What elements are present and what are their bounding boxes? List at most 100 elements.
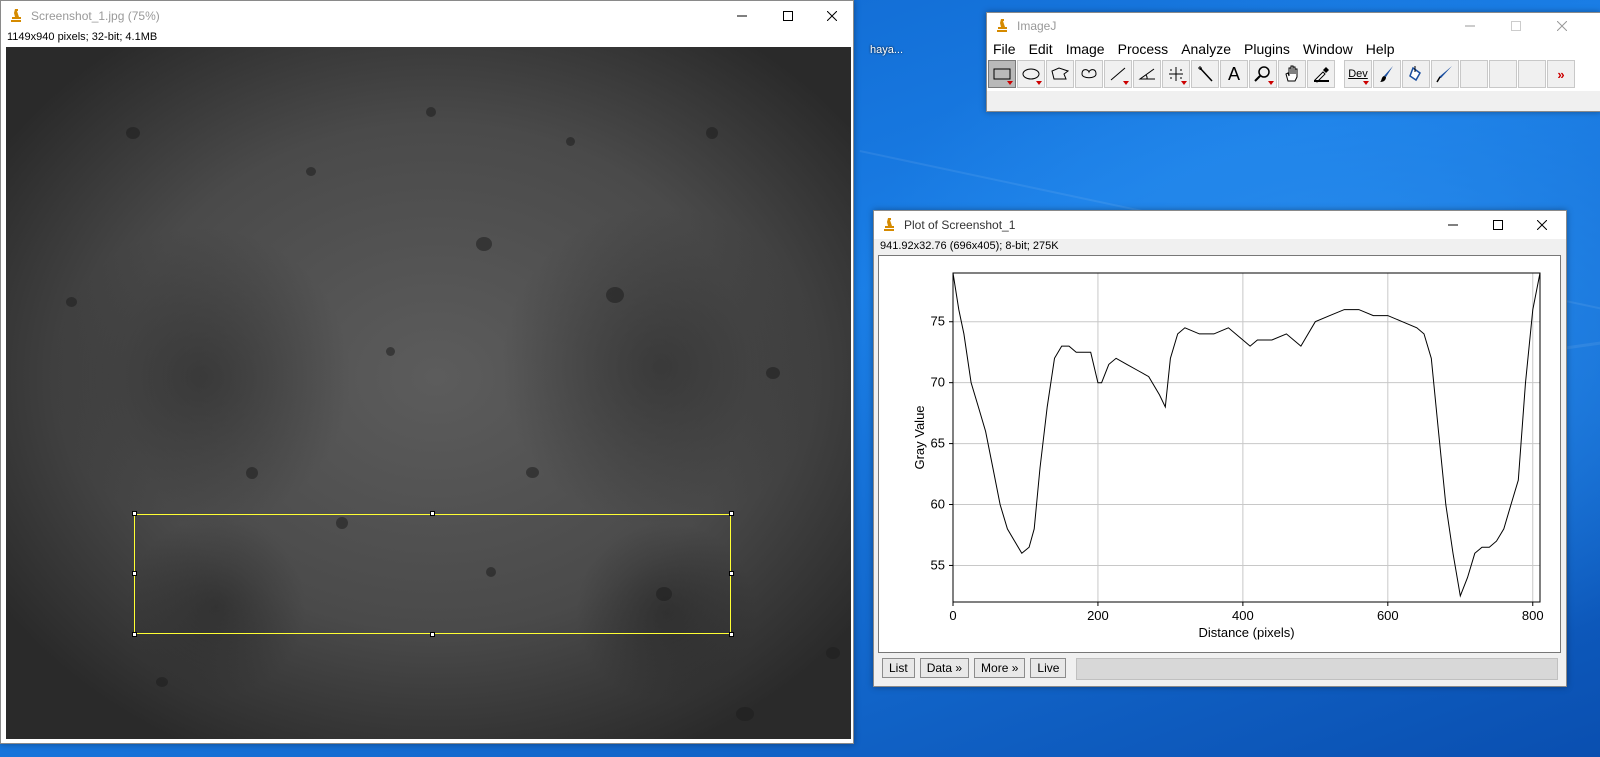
x-tick-label: 800 (1522, 608, 1544, 623)
imagej-microscope-icon (995, 18, 1009, 34)
polygon-tool-icon (1051, 67, 1069, 80)
close-icon (1557, 21, 1567, 31)
rectangle-tool-icon (993, 68, 1011, 80)
color-picker-tool-button[interactable] (1307, 60, 1335, 88)
menu-image[interactable]: Image (1065, 41, 1105, 57)
point-tool-button[interactable] (1162, 60, 1190, 88)
live-button[interactable]: Live (1030, 658, 1067, 678)
angle-tool-icon (1138, 68, 1155, 80)
y-tick-label: 55 (931, 557, 945, 572)
data-button[interactable]: Data » (919, 658, 970, 678)
menu-file[interactable]: File (993, 41, 1016, 57)
y-tick-label: 65 (931, 436, 945, 451)
plot-window-titlebar[interactable]: Plot of Screenshot_1 (874, 211, 1566, 239)
close-button[interactable] (1519, 211, 1565, 239)
y-tick-label: 75 (931, 314, 945, 329)
maximize-icon (1493, 220, 1503, 230)
hand-tool-button[interactable] (1278, 60, 1306, 88)
tool-bar: A Dev » (988, 60, 1576, 90)
oval-tool-icon (1022, 68, 1040, 80)
minimize-icon (1448, 224, 1458, 226)
text-tool-button[interactable]: A (1220, 60, 1248, 88)
plot-area[interactable]: 0 200 400 600 800 55 60 65 70 75 Distance (pixels)… (878, 255, 1561, 653)
roi-handle[interactable] (729, 632, 734, 637)
imagej-titlebar[interactable]: ImageJ (987, 13, 1600, 39)
maximize-button[interactable] (765, 1, 811, 31)
plot-status-field (1076, 658, 1558, 680)
empty-tool-slot[interactable] (1460, 60, 1488, 88)
plot-frame (952, 272, 1541, 603)
imagej-title: ImageJ (1017, 19, 1057, 33)
developer-menu-button[interactable]: Dev (1344, 60, 1372, 88)
image-window-title: Screenshot_1.jpg (75%) (31, 9, 160, 23)
close-icon (1537, 220, 1547, 230)
roi-handle[interactable] (729, 511, 734, 516)
menu-plugins[interactable]: Plugins (1244, 41, 1290, 57)
plot-info-text: 941.92x32.76 (696x405); 8-bit; 275K (880, 240, 1059, 252)
desktop-icon-label[interactable]: haya... (870, 44, 904, 56)
y-tick-label: 60 (931, 497, 945, 512)
menu-analyze[interactable]: Analyze (1181, 41, 1231, 57)
roi-handle[interactable] (132, 511, 137, 516)
imagej-microscope-icon (882, 217, 896, 233)
rectangle-selection-roi[interactable] (134, 514, 731, 634)
minimize-button[interactable] (1447, 13, 1493, 39)
freehand-tool-button[interactable] (1075, 60, 1103, 88)
more-button[interactable]: More » (974, 658, 1026, 678)
flood-fill-tool-button[interactable] (1402, 60, 1430, 88)
x-tick-label: 200 (1087, 608, 1109, 623)
x-axis-label: Distance (pixels) (1198, 625, 1294, 640)
image-info-text: 1149x940 pixels; 32-bit; 4.1MB (7, 31, 158, 43)
freehand-tool-icon (1081, 69, 1097, 79)
status-bar (987, 91, 1600, 111)
profile-series-line (952, 272, 1541, 598)
x-tick-label: 600 (1377, 608, 1399, 623)
pencil-tool-icon (1436, 66, 1452, 83)
menu-process[interactable]: Process (1117, 41, 1169, 57)
oval-tool-button[interactable] (1017, 60, 1045, 88)
polygon-tool-button[interactable] (1046, 60, 1074, 88)
maximize-icon (783, 11, 793, 21)
list-button[interactable]: List (882, 658, 915, 678)
more-tools-button[interactable]: » (1547, 60, 1575, 88)
pencil-tool-button[interactable] (1431, 60, 1459, 88)
brush-tool-button[interactable] (1373, 60, 1401, 88)
close-button[interactable] (809, 1, 855, 31)
minimize-button[interactable] (1430, 211, 1476, 239)
y-tick-label: 70 (931, 375, 945, 390)
empty-tool-slot[interactable] (1489, 60, 1517, 88)
roi-handle[interactable] (430, 511, 435, 516)
image-window-titlebar[interactable]: Screenshot_1.jpg (75%) (1, 1, 853, 31)
plot-window-title: Plot of Screenshot_1 (904, 218, 1016, 232)
plot-button-row: List Data » More » Live (882, 658, 1071, 678)
roi-handle[interactable] (430, 632, 435, 637)
color-picker-tool-icon (1314, 67, 1329, 83)
maximize-button[interactable] (1475, 211, 1521, 239)
roi-handle[interactable] (132, 632, 137, 637)
line-tool-button[interactable] (1104, 60, 1132, 88)
roi-handle[interactable] (729, 571, 734, 576)
angle-tool-button[interactable] (1133, 60, 1161, 88)
menu-help[interactable]: Help (1365, 41, 1395, 57)
menu-window[interactable]: Window (1302, 41, 1353, 57)
imagej-microscope-icon (9, 8, 23, 24)
roi-handle[interactable] (132, 571, 137, 576)
maximize-button[interactable] (1493, 13, 1539, 39)
empty-tool-slot[interactable] (1518, 60, 1546, 88)
minimize-icon (1465, 25, 1475, 27)
line-tool-icon (1110, 67, 1126, 81)
image-canvas[interactable] (6, 47, 851, 739)
imagej-main-window: ImageJ File Edit Image Process Analyze P… (986, 12, 1600, 112)
menu-edit[interactable]: Edit (1028, 41, 1053, 57)
developer-menu-icon: Dev (1348, 68, 1368, 80)
wand-tool-button[interactable] (1191, 60, 1219, 88)
image-window: Screenshot_1.jpg (75%) 1149x940 pixels; … (0, 0, 854, 744)
hand-tool-icon (1285, 65, 1298, 82)
magnifier-tool-button[interactable] (1249, 60, 1277, 88)
rectangle-tool-button[interactable] (988, 60, 1016, 88)
plot-window: Plot of Screenshot_1 941.92x32.76 (696x4… (873, 210, 1567, 687)
y-axis-label: Gray Value (912, 405, 927, 469)
minimize-button[interactable] (719, 1, 765, 31)
x-tick-label: 400 (1232, 608, 1254, 623)
close-button[interactable] (1539, 13, 1585, 39)
